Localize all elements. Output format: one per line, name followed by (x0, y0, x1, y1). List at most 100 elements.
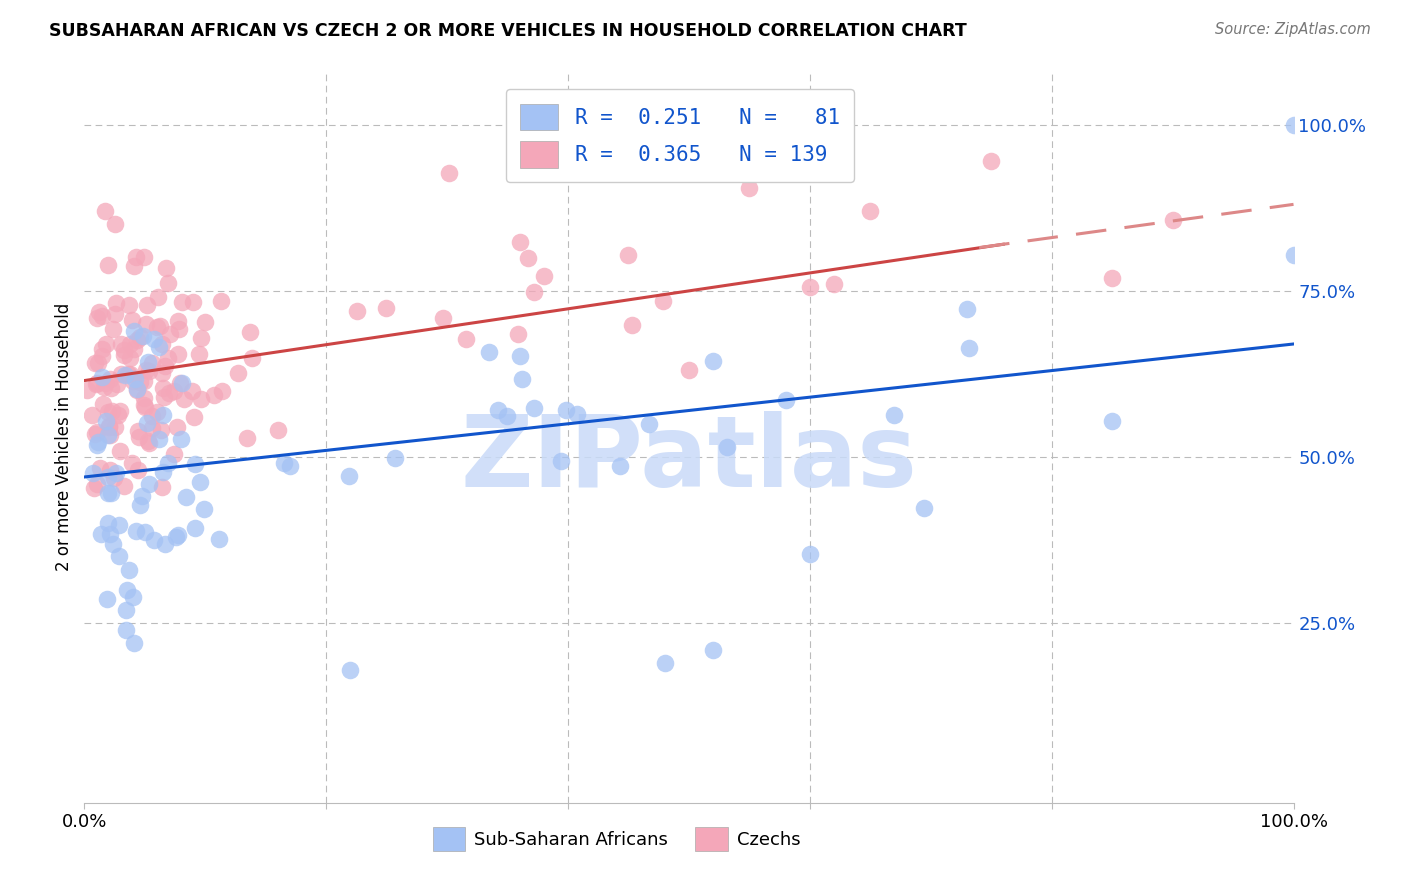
Point (157, 386, 180, 401)
Point (135, 417, 157, 431)
Text: ZIPatlas: ZIPatlas (461, 410, 917, 508)
Point (166, 420, 188, 434)
Point (96, 591, 118, 606)
Text: Source: ZipAtlas.com: Source: ZipAtlas.com (1215, 22, 1371, 37)
Point (209, 293, 232, 308)
Point (138, 364, 160, 378)
Point (86, 438, 108, 452)
Point (104, 296, 127, 310)
Point (127, 334, 149, 348)
Point (150, 366, 173, 380)
Point (170, 376, 193, 391)
Point (823, 277, 845, 291)
Point (115, 603, 138, 617)
Point (1161, 213, 1184, 227)
Point (110, 443, 132, 458)
Point (97, 486, 120, 500)
Point (173, 392, 195, 407)
Point (90, 349, 112, 363)
Point (184, 521, 207, 535)
Point (156, 456, 179, 470)
Point (132, 391, 155, 405)
Point (141, 409, 163, 424)
Point (138, 435, 160, 450)
Point (799, 547, 821, 561)
Point (90, 527, 112, 541)
Point (76, 383, 98, 397)
Point (152, 381, 174, 395)
Point (82, 466, 104, 480)
Point (100, 381, 122, 395)
Point (516, 251, 538, 265)
Point (136, 355, 159, 369)
Point (193, 502, 215, 516)
Point (107, 409, 129, 423)
Point (104, 217, 127, 231)
Point (239, 325, 262, 339)
Point (157, 277, 180, 291)
Point (132, 328, 155, 343)
Point (91, 309, 114, 323)
Point (202, 388, 225, 402)
Point (91, 397, 114, 411)
Point (163, 448, 186, 462)
Point (97, 427, 120, 442)
Point (118, 351, 141, 365)
Point (150, 336, 173, 351)
Point (181, 294, 204, 309)
Point (98, 463, 121, 477)
Point (167, 322, 190, 336)
Point (456, 332, 478, 346)
Point (190, 475, 212, 489)
Point (122, 636, 145, 650)
Point (84, 377, 107, 392)
Point (122, 590, 145, 604)
Point (157, 351, 180, 366)
Point (654, 656, 676, 670)
Point (103, 471, 125, 485)
Point (87, 356, 110, 370)
Point (738, 181, 761, 195)
Point (98, 526, 121, 541)
Point (346, 304, 368, 318)
Point (702, 354, 724, 368)
Point (146, 290, 169, 304)
Point (125, 524, 148, 539)
Point (127, 424, 149, 438)
Point (638, 417, 661, 432)
Point (652, 293, 675, 308)
Point (486, 403, 509, 417)
Point (477, 345, 499, 359)
Point (94, 376, 117, 391)
Point (121, 375, 143, 389)
Point (510, 372, 533, 386)
Point (86, 376, 108, 391)
Point (97, 470, 120, 484)
Point (184, 457, 207, 471)
Point (104, 419, 127, 434)
Point (100, 404, 122, 418)
Point (138, 476, 160, 491)
Point (273, 456, 295, 470)
Point (91, 342, 114, 356)
Point (118, 368, 141, 382)
Point (83, 356, 105, 370)
Point (108, 404, 131, 418)
Point (174, 490, 197, 504)
Point (91, 370, 114, 384)
Point (912, 500, 935, 515)
Point (496, 409, 519, 424)
Point (153, 359, 176, 373)
Point (125, 382, 148, 396)
Point (141, 420, 163, 434)
Point (957, 341, 980, 355)
Point (97, 420, 120, 434)
Point (135, 317, 157, 331)
Point (153, 537, 176, 551)
Point (1282, 248, 1305, 262)
Point (93, 380, 115, 394)
Point (86, 311, 108, 326)
Point (533, 269, 555, 284)
Point (211, 384, 233, 398)
Point (236, 432, 259, 446)
